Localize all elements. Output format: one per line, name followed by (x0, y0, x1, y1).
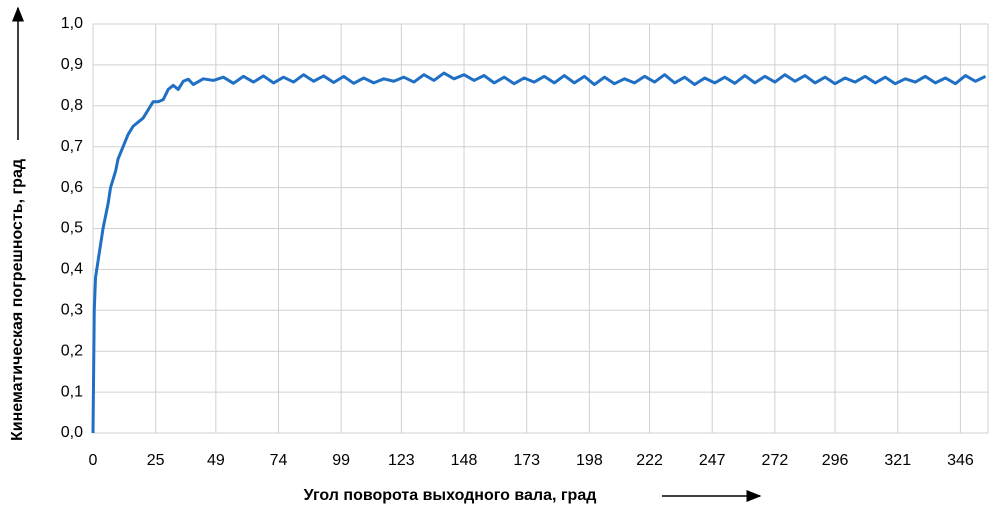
x-tick-label: 247 (699, 452, 726, 469)
y-tick-label: 0,0 (61, 424, 83, 441)
y-tick-label: 0,7 (61, 138, 83, 155)
y-tick-label: 0,8 (61, 97, 83, 114)
y-tick-label: 0,9 (61, 56, 83, 73)
x-tick-label: 346 (947, 452, 974, 469)
y-tick-label: 0,3 (61, 302, 83, 319)
x-tick-label: 148 (451, 452, 478, 469)
x-tick-label: 0 (89, 452, 98, 469)
y-tick-label: 1,0 (61, 15, 83, 32)
x-tick-label: 49 (207, 452, 225, 469)
y-tick-label: 0,5 (61, 220, 83, 237)
x-tick-label: 321 (884, 452, 911, 469)
x-tick-label: 99 (332, 452, 350, 469)
y-axis-title: Кинематическая погрешность, град (9, 159, 26, 441)
y-tick-label: 0,6 (61, 179, 83, 196)
data-line (91, 71, 987, 434)
y-tick-label: 0,1 (61, 383, 83, 400)
y-tick-label: 0,4 (61, 261, 83, 278)
x-tick-label: 272 (762, 452, 789, 469)
x-tick-label: 25 (147, 452, 165, 469)
y-tick-label: 0,2 (61, 342, 83, 359)
x-axis-title: Угол поворота выходного вала, град (304, 487, 597, 504)
x-tick-label: 74 (270, 452, 288, 469)
plot-frame (92, 23, 989, 434)
x-tick-label: 173 (513, 452, 540, 469)
x-tick-label: 296 (822, 452, 849, 469)
x-tick-label: 222 (636, 452, 663, 469)
x-tick-label: 198 (576, 452, 603, 469)
x-tick-label: 123 (388, 452, 415, 469)
